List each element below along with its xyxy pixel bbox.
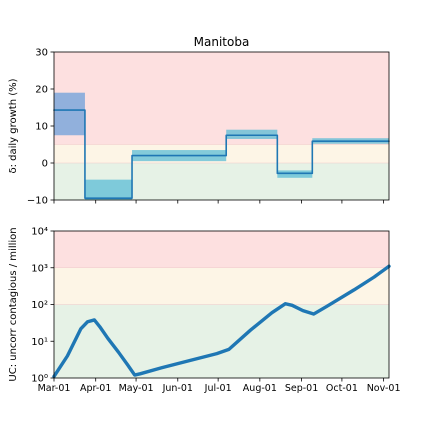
growth-lines: [53, 109, 390, 199]
growth-y-ticks: −10 0 10 20 30: [27, 48, 54, 207]
y-tick-label: 10¹: [31, 337, 48, 348]
x-tick-label: Aug-01: [243, 383, 277, 394]
zone-red: [54, 231, 389, 268]
x-tick-label: Jul-01: [204, 383, 232, 394]
y-tick-label: 10⁰: [31, 374, 48, 385]
zone-red: [54, 52, 389, 145]
contagious-y-ticks: 10⁰ 10¹ 10² 10³ 10⁴: [31, 227, 54, 385]
x-tick-label: Mar-01: [38, 383, 71, 394]
y-tick-label: 10: [35, 122, 48, 133]
growth-series-line: [53, 109, 390, 199]
contagious-series-line: [52, 264, 391, 379]
x-tick-label: Nov-01: [367, 383, 401, 394]
y-tick-label: 30: [35, 48, 48, 59]
contagious-y-label: UC: uncorr contagious / million: [8, 227, 19, 381]
contagious-lines: [52, 264, 391, 379]
uncertainty-band: [226, 129, 278, 139]
contagious-x-ticks: Mar-01 Apr-01 May-01 Jun-01 Jul-01 Aug-01 Sep-…: [38, 378, 401, 394]
growth-x-ticks: [53, 200, 385, 204]
contagious-zones: [54, 231, 389, 378]
growth-panel: −10 0 10 20 30 Manitoba δ: daily growth (%): [8, 35, 390, 207]
y-tick-label: 10²: [31, 300, 48, 311]
y-tick-label: −10: [27, 196, 48, 207]
zone-green: [54, 304, 389, 378]
uncertainty-band: [54, 92, 85, 136]
growth-zones: [54, 52, 389, 200]
growth-y-label: δ: daily growth (%): [8, 78, 19, 173]
x-tick-label: Sep-01: [285, 383, 318, 394]
zone-yellow: [54, 267, 389, 305]
uncertainty-band: [84, 179, 133, 200]
x-tick-label: Oct-01: [326, 383, 358, 394]
y-tick-label: 10⁴: [31, 227, 48, 238]
y-tick-label: 10³: [31, 263, 48, 274]
x-tick-label: Jun-01: [162, 383, 193, 394]
chart-title: Manitoba: [194, 35, 250, 49]
x-tick-label: May-01: [119, 383, 154, 394]
contagious-panel: Mar-01 Apr-01 May-01 Jun-01 Jul-01 Aug-01 Sep-…: [8, 227, 401, 395]
x-tick-label: Apr-01: [80, 383, 111, 394]
y-tick-label: 0: [42, 159, 48, 170]
y-tick-label: 20: [35, 85, 48, 96]
